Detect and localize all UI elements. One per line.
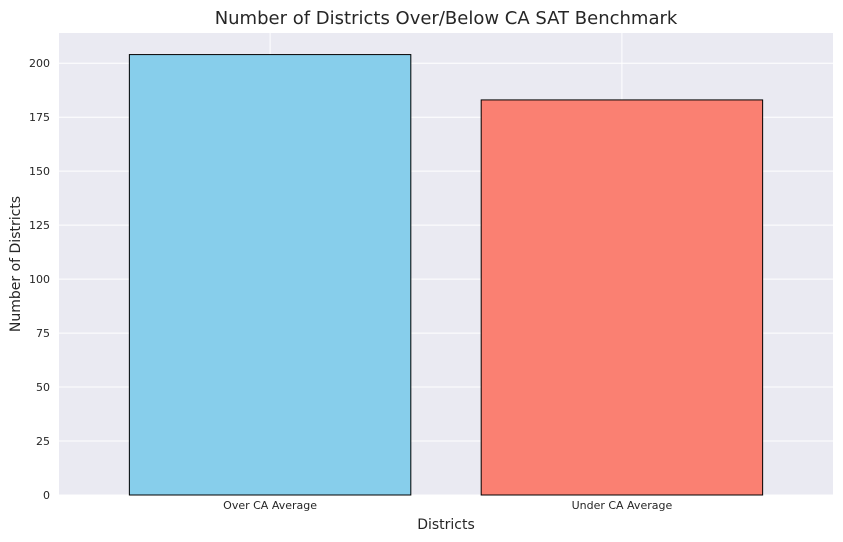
bar-over-ca-average — [128, 54, 412, 496]
y-tick-label: 125 — [29, 219, 50, 232]
x-axis-label: Districts — [417, 517, 475, 533]
y-axis-label: Number of Districts — [8, 196, 24, 332]
y-tick-label: 150 — [29, 165, 50, 178]
y-tick-label: 50 — [36, 381, 50, 394]
y-tick-label: 175 — [29, 111, 50, 124]
y-axis-ticks: 0 25 50 75 100 125 150 175 200 — [29, 57, 50, 502]
y-tick-label: 75 — [36, 327, 50, 340]
bars — [128, 54, 764, 496]
bar-under-ca-average — [480, 99, 764, 496]
x-axis-ticks: Over CA Average Under CA Average — [223, 499, 672, 512]
y-tick-label: 200 — [29, 57, 50, 70]
y-tick-label: 25 — [36, 435, 50, 448]
x-tick-label: Under CA Average — [572, 499, 673, 512]
y-tick-label: 100 — [29, 273, 50, 286]
chart-title: Number of Districts Over/Below CA SAT Be… — [215, 8, 678, 29]
y-tick-label: 0 — [43, 489, 50, 502]
x-tick-label: Over CA Average — [223, 499, 317, 512]
